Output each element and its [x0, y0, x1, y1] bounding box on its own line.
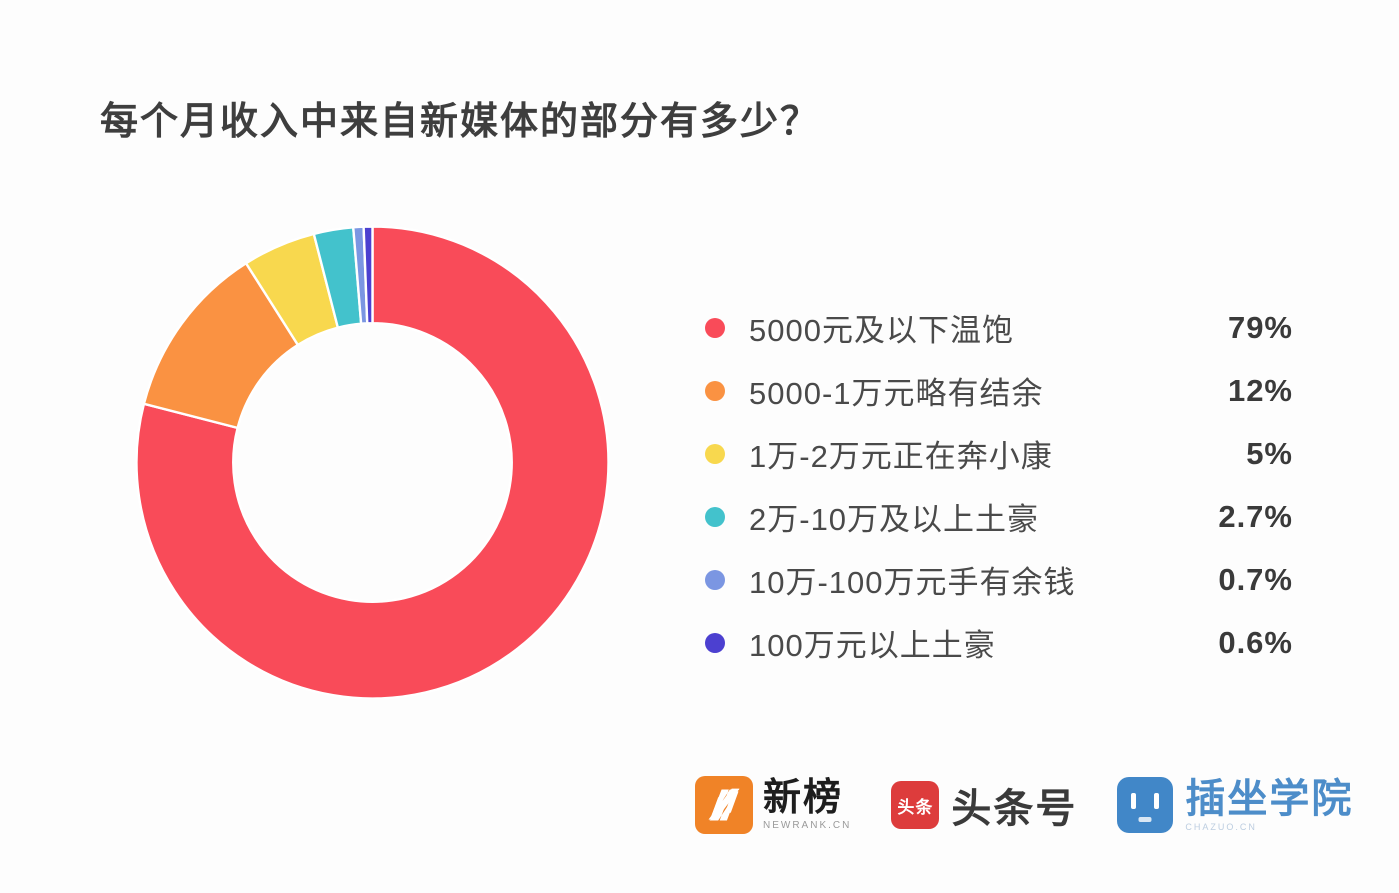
chazuo-logo: 插坐学院 CHAZUO.CN [1117, 777, 1353, 833]
legend-percent: 79% [1227, 309, 1293, 345]
legend-label: 1万-2万元正在奔小康 [749, 439, 1053, 474]
legend-percent: 12% [1227, 372, 1293, 408]
legend-item: 1万-2万元正在奔小康 5% [705, 422, 1293, 485]
donut-svg [135, 225, 610, 700]
legend-item: 5000-1万元略有结余 12% [705, 359, 1293, 422]
robot-mouth [1138, 817, 1152, 822]
legend-dot [705, 317, 725, 338]
chart-legend: 5000元及以下温饱 79% 5000-1万元略有结余 12% 1万-2万元正在… [705, 296, 1293, 674]
legend-label: 100万元以上土豪 [749, 628, 996, 663]
legend-dot [705, 569, 725, 590]
legend-label: 5000元及以下温饱 [749, 313, 1014, 348]
chazuo-label: 插坐学院 [1185, 777, 1354, 821]
donut-slice-5 [362, 225, 374, 325]
legend-percent: 5% [1246, 435, 1293, 471]
legend-item: 100万元以上土豪 0.6% [705, 611, 1293, 674]
newrank-n-icon [695, 776, 753, 834]
legend-item: 5000元及以下温饱 79% [705, 296, 1293, 359]
legend-percent: 2.7% [1218, 498, 1293, 534]
toutiao-icon: 头条 [891, 781, 940, 829]
legend-label: 10万-100万元手有余钱 [749, 565, 1076, 600]
chazuo-robot-icon [1117, 777, 1174, 833]
legend-dot [705, 506, 725, 527]
chazuo-subtitle: CHAZUO.CN [1185, 822, 1257, 832]
toutiao-icon-text: 头条 [897, 797, 934, 817]
donut-slice-0 [135, 225, 610, 700]
legend-dot [705, 443, 725, 464]
newrank-label: 新榜 [763, 776, 844, 819]
legend-item: 2万-10万及以上土豪 2.7% [705, 485, 1293, 548]
newrank-subtitle: NEWRANK.CN [763, 820, 852, 832]
footer-logos: 新榜 NEWRANK.CN 头条 头条号 插坐学院 CHAZUO.CN [695, 776, 1353, 834]
legend-label: 2万-10万及以上土豪 [749, 502, 1040, 537]
newrank-logo: 新榜 NEWRANK.CN [695, 776, 851, 834]
legend-label: 5000-1万元略有结余 [749, 376, 1044, 411]
legend-percent: 0.6% [1218, 624, 1293, 660]
toutiao-logo: 头条 头条号 [891, 776, 1077, 834]
donut-chart [134, 224, 611, 701]
legend-item: 10万-100万元手有余钱 0.7% [705, 548, 1293, 611]
page-title: 每个月收入中来自新媒体的部分有多少？ [100, 101, 821, 143]
legend-dot [705, 632, 725, 653]
legend-percent: 0.7% [1218, 561, 1293, 597]
robot-eye-left [1131, 793, 1137, 809]
toutiao-label: 头条号 [951, 787, 1078, 831]
robot-eye-right [1154, 793, 1160, 809]
legend-dot [705, 380, 725, 401]
